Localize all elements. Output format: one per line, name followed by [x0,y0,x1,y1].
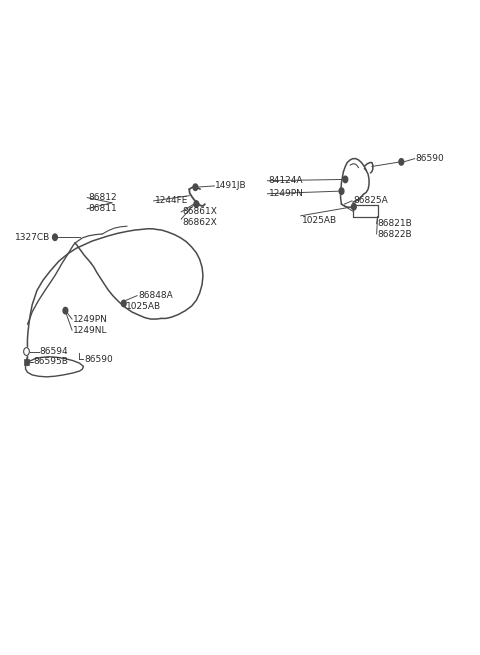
Text: 86594: 86594 [40,347,69,356]
Text: 86825A: 86825A [353,196,388,206]
Text: 1025AB: 1025AB [301,216,337,225]
Text: 86861X: 86861X [182,208,217,216]
Text: 1327CB: 1327CB [14,233,50,242]
Circle shape [194,201,199,208]
Text: 86812: 86812 [88,193,117,202]
Circle shape [24,348,29,356]
Text: 1244FE: 1244FE [155,196,188,206]
Text: 86822B: 86822B [378,230,412,239]
Text: 86590: 86590 [416,154,444,163]
Circle shape [63,307,68,314]
Text: 86595B: 86595B [34,358,69,366]
Circle shape [53,234,57,240]
Circle shape [343,176,348,183]
Circle shape [399,159,404,165]
Text: 1249NL: 1249NL [73,326,108,335]
Circle shape [351,204,356,210]
Circle shape [121,300,126,307]
Text: 1025AB: 1025AB [126,302,161,311]
Text: 1249PN: 1249PN [268,189,303,198]
Text: 86811: 86811 [88,204,117,213]
Circle shape [339,188,344,195]
Text: 84124A: 84124A [268,176,303,185]
Text: 1491JB: 1491JB [216,181,247,191]
Text: 1249PN: 1249PN [73,314,108,324]
Text: 86821B: 86821B [378,219,412,228]
Text: 86862X: 86862X [182,218,217,227]
Circle shape [193,184,198,191]
Text: 86848A: 86848A [138,291,173,300]
Bar [24,359,29,365]
Text: 86590: 86590 [84,355,113,364]
